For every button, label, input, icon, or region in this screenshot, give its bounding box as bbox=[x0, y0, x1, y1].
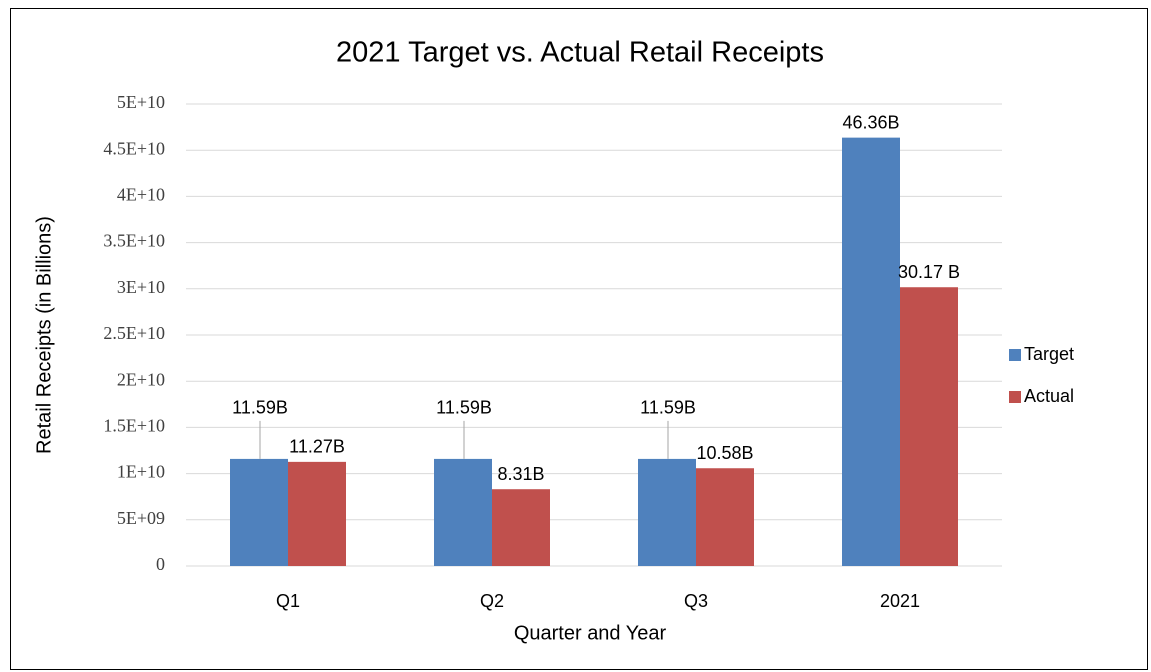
data-label: 30.17 B bbox=[898, 262, 960, 282]
bar bbox=[638, 458, 696, 566]
data-label: 11.59B bbox=[232, 398, 288, 418]
bar bbox=[900, 287, 958, 566]
y-tick-label: 3.5E+10 bbox=[103, 231, 165, 251]
chart-border bbox=[10, 8, 1148, 670]
y-tick-label: 2.5E+10 bbox=[103, 323, 165, 343]
data-label: 10.58B bbox=[696, 443, 753, 463]
bar bbox=[230, 458, 288, 566]
data-label: 11.59B bbox=[640, 398, 696, 418]
y-tick-label: 3E+10 bbox=[117, 277, 165, 297]
y-tick-label: 4E+10 bbox=[117, 185, 165, 205]
data-label: 11.27B bbox=[289, 437, 345, 457]
y-tick-label: 2E+10 bbox=[117, 369, 165, 389]
y-tick-label: 1E+10 bbox=[117, 462, 165, 482]
chart-title: 2021 Target vs. Actual Retail Receipts bbox=[336, 37, 824, 69]
y-axis-title: Retail Receipts (in Billions) bbox=[33, 216, 55, 454]
bar bbox=[288, 461, 346, 566]
x-tick-label: Q1 bbox=[276, 591, 300, 611]
x-tick-label: 2021 bbox=[880, 591, 920, 611]
bar bbox=[696, 468, 754, 566]
y-tick-label: 4.5E+10 bbox=[103, 138, 165, 158]
bar bbox=[492, 489, 550, 566]
legend-swatch bbox=[1009, 391, 1021, 403]
y-tick-label: 5E+10 bbox=[117, 92, 165, 112]
x-tick-label: Q2 bbox=[480, 591, 504, 611]
data-label: 46.36B bbox=[842, 112, 899, 132]
data-label: 11.59B bbox=[436, 398, 492, 418]
y-tick-label: 5E+09 bbox=[117, 508, 165, 528]
x-tick-label: Q3 bbox=[684, 591, 708, 611]
bar bbox=[434, 458, 492, 566]
legend-label: Actual bbox=[1024, 386, 1074, 406]
data-label: 8.31B bbox=[497, 464, 544, 484]
bar bbox=[842, 137, 900, 566]
legend-swatch bbox=[1009, 349, 1021, 361]
y-tick-label: 1.5E+10 bbox=[103, 416, 165, 436]
x-axis-title: Quarter and Year bbox=[514, 622, 667, 644]
legend-label: Target bbox=[1024, 344, 1074, 364]
y-tick-label: 0 bbox=[156, 554, 165, 574]
